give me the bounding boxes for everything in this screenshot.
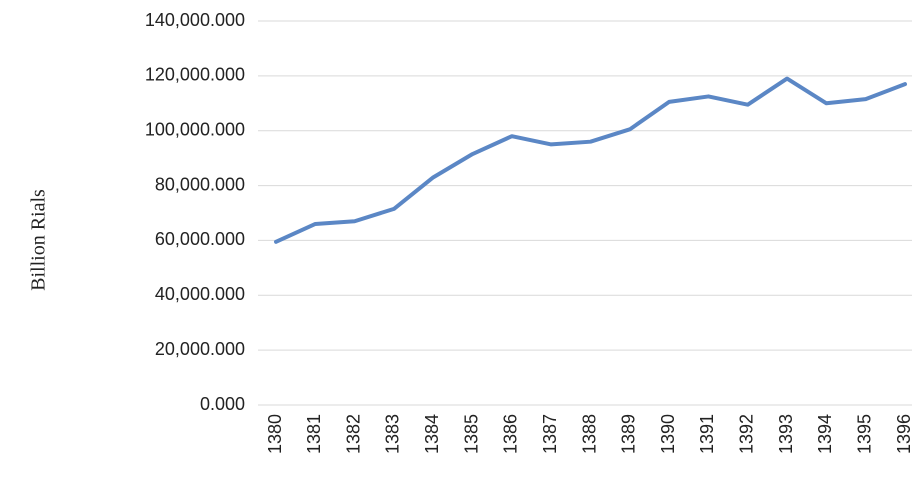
- y-axis-title: Billion Rials: [28, 189, 50, 291]
- x-tick-label: 1390: [658, 414, 678, 454]
- y-tick-label: 0.000: [200, 394, 245, 414]
- x-tick-label: 1384: [422, 414, 442, 454]
- x-tick-label: 1381: [304, 414, 324, 454]
- x-tick-label: 1388: [579, 414, 599, 454]
- x-tick-label: 1385: [461, 414, 481, 454]
- chart: Billion Rials 0.000 20,000.000 40,000.000 6…: [0, 0, 918, 479]
- x-tick-label: 1391: [697, 414, 717, 454]
- y-tick-label: 140,000.000: [145, 10, 245, 30]
- x-tick-label: 1386: [501, 414, 521, 454]
- x-tick-label: 1394: [815, 414, 835, 454]
- x-tick-label: 1387: [540, 414, 560, 454]
- x-tick-label: 1382: [343, 414, 363, 454]
- x-tick-label: 1383: [383, 414, 403, 454]
- y-tick-label: 80,000.000: [155, 174, 245, 194]
- line: [276, 79, 905, 242]
- page: Billion Rials 0.000 20,000.000 40,000.000 6…: [0, 0, 918, 479]
- y-tick-label: 60,000.000: [155, 229, 245, 249]
- y-tick-label: 20,000.000: [155, 339, 245, 359]
- x-tick-label: 1393: [776, 414, 796, 454]
- x-tick-label: 1395: [854, 414, 874, 454]
- x-tick-label: 1380: [265, 414, 285, 454]
- x-tick-label: 1396: [894, 414, 914, 454]
- x-tick-label: 1389: [619, 414, 639, 454]
- y-tick-label: 40,000.000: [155, 284, 245, 304]
- y-tick-label: 120,000.000: [145, 65, 245, 85]
- y-tick-label: 100,000.000: [145, 119, 245, 139]
- x-tick-label: 1392: [737, 414, 757, 454]
